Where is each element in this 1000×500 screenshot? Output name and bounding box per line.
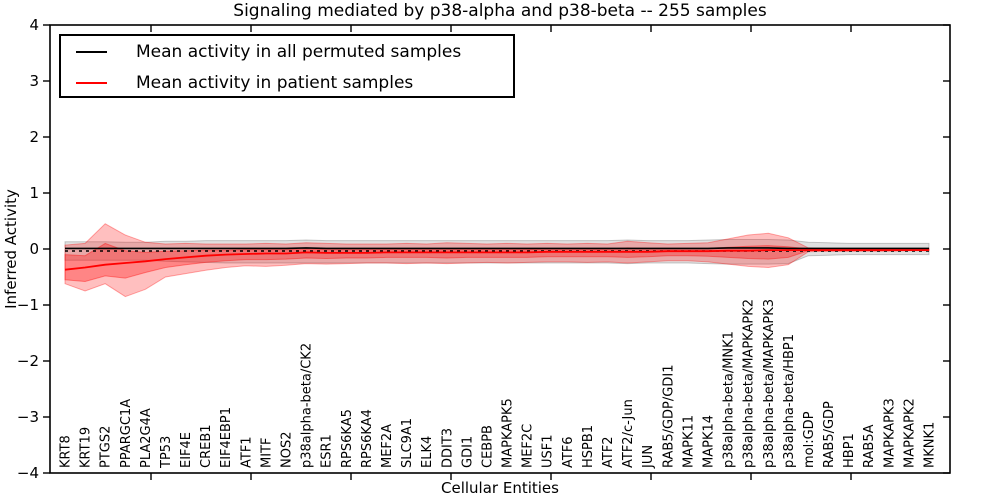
x-tick-label: CEBPB xyxy=(481,425,496,468)
x-tick-label: mol:GDP xyxy=(802,411,817,468)
y-tick-label: −4 xyxy=(17,464,39,482)
x-tick-label: MAPKAPK3 xyxy=(882,398,897,468)
permuted-mean-line xyxy=(65,247,929,250)
patient-line-swatch xyxy=(76,81,107,84)
x-tick-label: PTGS2 xyxy=(99,426,114,468)
y-tick-label: 3 xyxy=(29,72,39,90)
x-tick-label: MAPKAPK2 xyxy=(902,398,917,468)
x-tick-label: MAPK14 xyxy=(702,415,717,468)
x-tick-label: RPS6KA5 xyxy=(340,409,355,468)
x-tick-label: HSPB1 xyxy=(581,425,596,468)
x-tick-label: PLA2G4A xyxy=(139,408,154,468)
x-tick-label: EIF4EBP1 xyxy=(219,407,234,468)
chart-title: Signaling mediated by p38-alpha and p38-… xyxy=(233,1,767,21)
x-tick-label: CREB1 xyxy=(199,424,214,468)
permuted-line-swatch xyxy=(76,50,107,53)
x-tick-label: MAPK11 xyxy=(681,415,696,468)
x-tick-label: HBP1 xyxy=(842,433,857,468)
x-tick-label: GDI1 xyxy=(460,436,475,468)
x-tick-label: ATF1 xyxy=(239,436,254,468)
x-tick-label: MITF xyxy=(259,438,274,468)
x-tick-label: PPARGC1A xyxy=(119,399,134,468)
x-tick-label: p38alpha-beta/HBP1 xyxy=(782,334,797,468)
y-axis-label: Inferred Activity xyxy=(2,189,20,309)
x-tick-label: p38alpha-beta/MNK1 xyxy=(722,331,737,468)
y-tick-label: −2 xyxy=(17,352,39,370)
x-tick-label: TP53 xyxy=(159,436,174,469)
x-tick-label: ESR1 xyxy=(320,434,335,468)
legend: Mean activity in all permuted samples Me… xyxy=(59,34,515,98)
x-tick-label: p38alpha-beta/MAPKAPK3 xyxy=(762,299,777,468)
x-tick-label: ATF2/c-Jun xyxy=(621,399,636,468)
x-tick-label: MKNK1 xyxy=(923,422,938,468)
legend-item-permuted: Mean activity in all permuted samples xyxy=(61,36,513,67)
x-tick-label: DDIT3 xyxy=(440,428,455,468)
x-tick-label: EIF4E xyxy=(179,432,194,468)
x-tick-label: RAB5A xyxy=(862,424,877,468)
x-tick-label: ATF6 xyxy=(561,436,576,468)
y-tick-label: 1 xyxy=(29,184,39,202)
x-tick-label: RAB5/GDP xyxy=(822,401,837,468)
x-tick-label: NOS2 xyxy=(280,432,295,468)
y-tick-label: −1 xyxy=(17,296,39,314)
y-tick-label: 0 xyxy=(29,240,39,258)
y-tick-label: −3 xyxy=(17,408,39,426)
x-tick-label: KRT8 xyxy=(59,435,74,468)
x-tick-label: ELK4 xyxy=(420,436,435,468)
patient-mean-line xyxy=(64,249,929,271)
x-tick-label: p38alpha-beta/CK2 xyxy=(300,343,315,468)
x-tick-label: MEF2A xyxy=(380,424,395,468)
x-tick-label: KRT19 xyxy=(79,427,94,468)
legend-label-permuted: Mean activity in all permuted samples xyxy=(136,41,462,62)
legend-item-patient: Mean activity in patient samples xyxy=(61,67,513,98)
x-axis-label: Cellular Entities xyxy=(441,479,559,497)
x-tick-label: ATF2 xyxy=(601,436,616,468)
x-tick-label: SLC9A1 xyxy=(400,418,415,468)
x-tick-label: RPS6KA4 xyxy=(360,409,375,468)
y-tick-label: 2 xyxy=(29,128,39,146)
x-tick-label: JUN xyxy=(641,445,656,469)
y-tick-label: 4 xyxy=(29,16,39,34)
x-tick-label: p38alpha-beta/MAPKAPK2 xyxy=(742,299,757,468)
legend-label-patient: Mean activity in patient samples xyxy=(136,72,414,93)
x-tick-label: MEF2C xyxy=(521,424,536,468)
x-tick-label: MAPKAPK5 xyxy=(501,398,516,468)
x-tick-label: USF1 xyxy=(541,434,556,468)
x-tick-label: RAB5/GDP/GDI1 xyxy=(661,365,676,468)
